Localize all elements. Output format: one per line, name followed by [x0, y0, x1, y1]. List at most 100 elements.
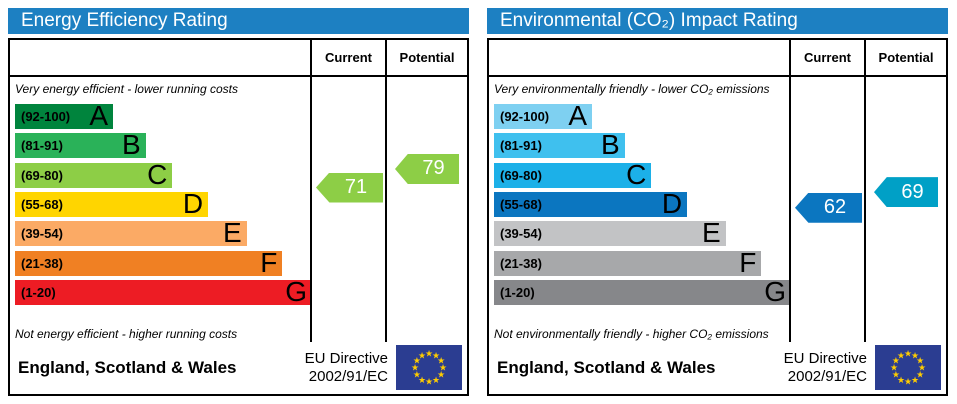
eu-flag-star: ★ [437, 356, 445, 366]
rating-band-d: (55-68) D [494, 187, 688, 219]
eu-flag-star: ★ [916, 370, 924, 380]
eu-flag-star: ★ [892, 356, 900, 366]
band-letter: C [626, 158, 647, 190]
band-range-label: (39-54) [500, 226, 542, 242]
band-range-label: (81-91) [500, 138, 542, 154]
rating-band-g: (1-20) G [15, 275, 312, 307]
band-letter: D [182, 187, 204, 219]
column-header-current: Current [789, 40, 864, 77]
band-letter: E [222, 217, 242, 249]
rating-bands: (92-100) A (81-91) B (69-80) C (55-68) D (39-54)… [15, 100, 312, 307]
eu-flag-star: ★ [892, 370, 900, 380]
bottom-caption: Not energy efficient - higher running co… [15, 327, 238, 341]
panel-footer: England, Scotland & Wales EU Directive 2… [8, 339, 469, 396]
band-range-label: (69-80) [21, 167, 63, 183]
column-header-potential: Potential [385, 40, 467, 77]
eu-flag-star: ★ [418, 351, 426, 361]
rating-band-c: (69-80) C [15, 158, 173, 190]
table-corner-cell [489, 40, 789, 77]
band-range-label: (55-68) [500, 196, 542, 212]
environmental-impact-table: Current Potential Very environmentally f… [487, 38, 948, 342]
column-header-current: Current [310, 40, 385, 77]
band-letter: A [568, 100, 587, 131]
rating-band-b: (81-91) B [15, 129, 146, 161]
eu-flag-star: ★ [418, 375, 426, 385]
current-rating-cell: 71 [310, 77, 385, 342]
eu-flag-star: ★ [439, 363, 447, 373]
region-label: England, Scotland & Wales [18, 357, 237, 377]
eu-flag-star: ★ [918, 363, 926, 373]
current-rating-arrow: 62 [795, 192, 862, 223]
band-range-label: (55-68) [21, 196, 63, 212]
eu-flag-star: ★ [904, 377, 912, 387]
region-label: England, Scotland & Wales [497, 357, 716, 377]
band-range-label: (21-38) [500, 255, 542, 271]
band-letter: G [285, 275, 307, 307]
band-letter: C [147, 158, 168, 190]
environmental-impact-title: Environmental (CO₂) Impact Rating [487, 8, 948, 34]
table-corner-cell [10, 40, 310, 77]
rating-band-a: (92-100) A [494, 100, 592, 131]
rating-band-a: (92-100) A [15, 100, 113, 131]
rating-band-f: (21-38) F [494, 246, 762, 278]
eu-flag-star: ★ [911, 375, 919, 385]
rating-band-b: (81-91) B [494, 129, 625, 161]
eu-flag-star: ★ [432, 375, 440, 385]
eu-flag-star: ★ [413, 370, 421, 380]
band-range-label: (92-100) [500, 109, 550, 124]
eu-flag-star: ★ [911, 351, 919, 361]
potential-rating-arrow: 79 [395, 153, 459, 184]
energy-efficiency-table: Current Potential Very energy efficient … [8, 38, 469, 342]
rating-band-e: (39-54) E [15, 217, 247, 249]
eu-flag-star: ★ [425, 377, 433, 387]
rating-band-f: (21-38) F [15, 246, 283, 278]
eu-flag-star: ★ [897, 351, 905, 361]
eu-flag-star: ★ [432, 351, 440, 361]
top-caption: Very energy efficient - lower running co… [15, 82, 238, 96]
potential-rating-cell: 69 [864, 77, 946, 342]
rating-bands: (92-100) A (81-91) B (69-80) C (55-68) D (39-54)… [494, 100, 791, 307]
environmental-impact-panel: Environmental (CO₂) Impact Rating Curren… [487, 8, 948, 396]
eu-flag-star: ★ [904, 349, 912, 359]
eu-flag-star: ★ [916, 356, 924, 366]
current-rating-cell: 62 [789, 77, 864, 342]
rating-band-e: (39-54) E [494, 217, 726, 249]
band-range-label: (81-91) [21, 138, 63, 154]
band-letter: A [89, 100, 108, 131]
eu-flag-star: ★ [890, 363, 898, 373]
potential-rating-arrow: 69 [874, 177, 938, 208]
column-header-potential: Potential [864, 40, 946, 77]
band-range-label: (39-54) [21, 226, 63, 242]
rating-scale-area: Very environmentally friendly - lower CO… [489, 77, 791, 342]
top-caption: Very environmentally friendly - lower CO… [494, 82, 770, 96]
band-range-label: (1-20) [21, 284, 56, 300]
energy-efficiency-panel: Energy Efficiency Rating Current Potenti… [8, 8, 469, 396]
band-letter: D [661, 187, 683, 219]
band-letter: E [701, 217, 721, 249]
energy-efficiency-title: Energy Efficiency Rating [8, 8, 469, 34]
band-range-label: (21-38) [21, 255, 63, 271]
band-range-label: (92-100) [21, 109, 71, 124]
eu-flag-star: ★ [425, 349, 433, 359]
eu-flag-icon: ★★★★★★★★★★★★ [396, 345, 462, 390]
band-letter: G [764, 275, 786, 307]
panel-footer: England, Scotland & Wales EU Directive 2… [487, 339, 948, 396]
eu-flag-star: ★ [437, 370, 445, 380]
band-letter: B [121, 129, 141, 161]
rating-band-g: (1-20) G [494, 275, 791, 307]
rating-band-c: (69-80) C [494, 158, 652, 190]
potential-rating-cell: 79 [385, 77, 467, 342]
band-letter: B [600, 129, 620, 161]
band-range-label: (1-20) [500, 284, 535, 300]
eu-flag-star: ★ [897, 375, 905, 385]
rating-band-d: (55-68) D [15, 187, 209, 219]
eu-flag-star: ★ [413, 356, 421, 366]
band-letter: F [260, 246, 278, 278]
rating-scale-area: Very energy efficient - lower running co… [10, 77, 312, 342]
bottom-caption: Not environmentally friendly - higher CO… [494, 327, 769, 341]
eu-flag-icon: ★★★★★★★★★★★★ [875, 345, 941, 390]
current-rating-arrow: 71 [316, 172, 383, 203]
band-letter: F [739, 246, 757, 278]
eu-flag-star: ★ [411, 363, 419, 373]
